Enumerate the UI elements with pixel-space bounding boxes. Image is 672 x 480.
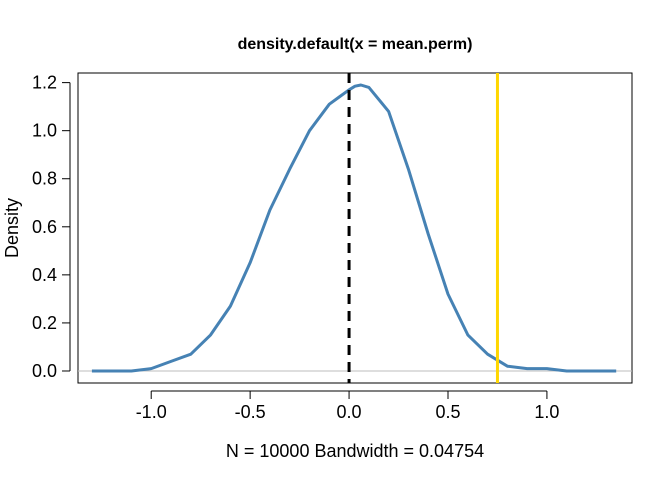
y-tick-label: 1.2	[32, 73, 57, 93]
x-tick-label: 0.0	[337, 402, 362, 422]
density-curve	[91, 83, 617, 373]
y-tick-label: 0.4	[32, 265, 57, 285]
chart-title: density.default(x = mean.perm)	[238, 36, 473, 53]
y-tick-label: 0.6	[32, 217, 57, 237]
x-tick-label: -0.5	[235, 402, 266, 422]
plot-area	[77, 72, 633, 384]
y-tick-label: 0.0	[32, 361, 57, 381]
y-axis-label: Density	[2, 198, 22, 258]
y-tick-label: 0.8	[32, 169, 57, 189]
y-tick-label: 1.0	[32, 121, 57, 141]
y-axis: 0.0 0.2 0.4 0.6 0.8 1.0 1.2	[32, 73, 71, 381]
x-tick-label: -1.0	[136, 402, 167, 422]
x-axis-label: N = 10000 Bandwidth = 0.04754	[226, 441, 484, 461]
x-axis: -1.0 -0.5 0.0 0.5 1.0	[136, 390, 559, 422]
x-tick-label: 0.5	[435, 402, 460, 422]
y-tick-label: 0.2	[32, 313, 57, 333]
x-tick-label: 1.0	[534, 402, 559, 422]
plot-frame	[77, 72, 633, 384]
